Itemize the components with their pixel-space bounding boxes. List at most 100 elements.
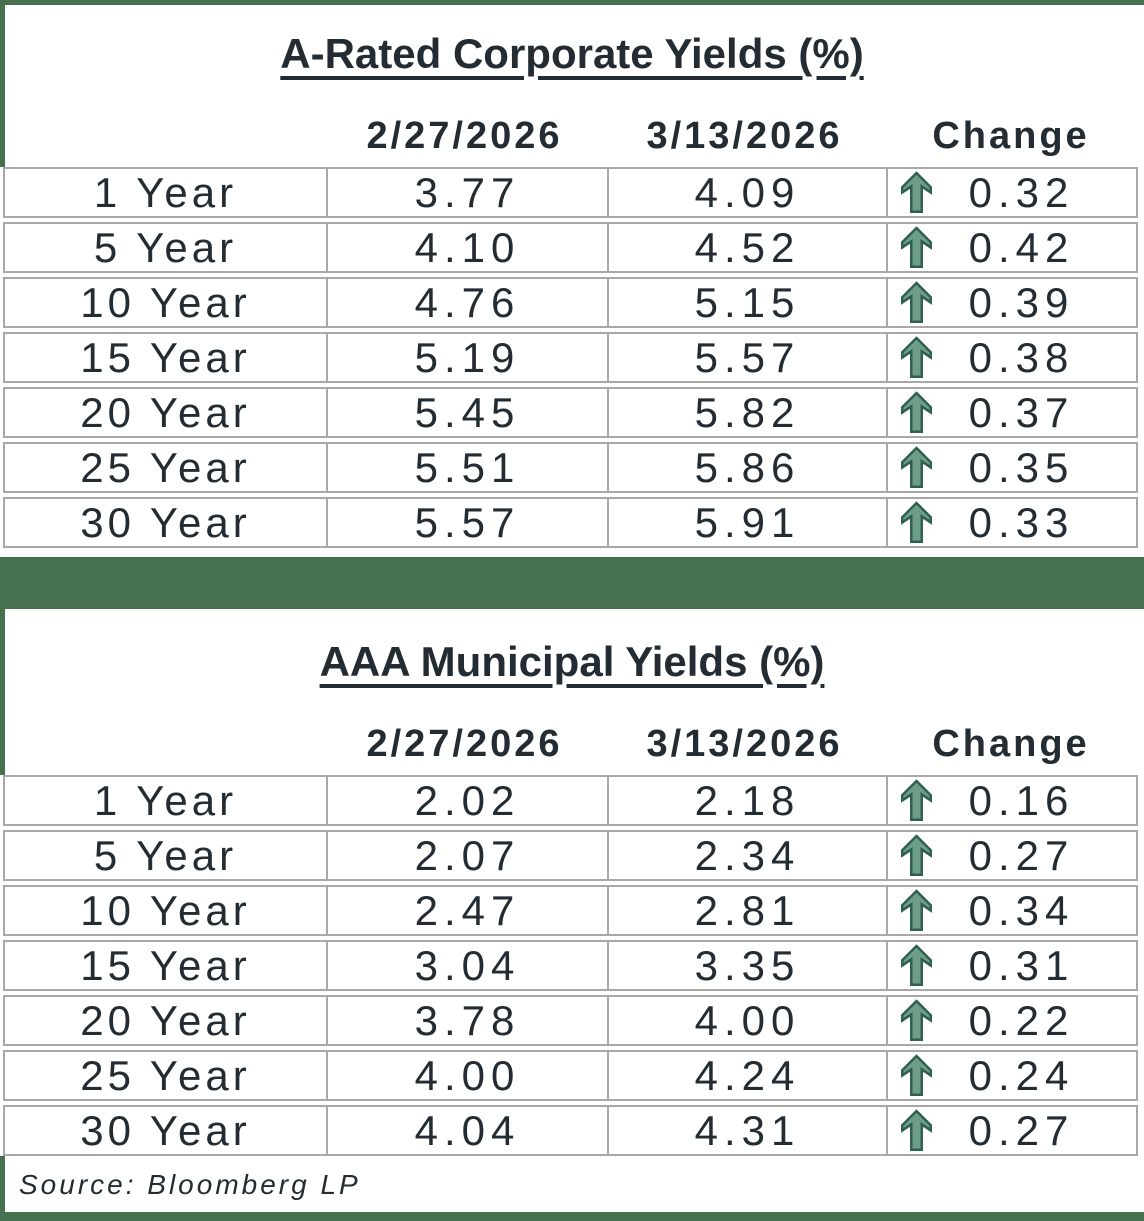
table-row: 30 Year 4.04 4.31 0.27 [3, 1105, 1138, 1156]
up-arrow-icon [900, 779, 933, 822]
maturity-label: 20 Year [80, 997, 251, 1044]
up-arrow-icon [900, 999, 933, 1042]
prev-yield-value: 2.02 [326, 777, 607, 824]
curr-yield-value: 5.15 [607, 279, 886, 326]
change-cell: 0.32 [886, 169, 1136, 216]
maturity-label: 20 Year [80, 389, 251, 436]
up-arrow-icon [900, 1054, 933, 1097]
table-row: 25 Year 4.00 4.24 0.24 [3, 1050, 1138, 1101]
maturity-label: 1 Year [93, 777, 238, 824]
change-value: 0.24 [968, 1052, 1075, 1099]
up-arrow-icon [900, 834, 933, 877]
prev-yield-value: 4.10 [326, 224, 607, 271]
curr-yield-value: 5.91 [607, 499, 886, 546]
change-cell: 0.42 [886, 224, 1136, 271]
maturity-label: 5 Year [93, 224, 238, 271]
curr-yield-value: 5.57 [607, 334, 886, 381]
curr-yield-value: 2.18 [607, 777, 886, 824]
header-date-curr: 3/13/2026 [646, 722, 843, 765]
curr-yield-value: 3.35 [607, 942, 886, 989]
change-value: 0.35 [968, 444, 1075, 491]
curr-yield-value: 4.31 [607, 1107, 886, 1154]
maturity-label: 10 Year [80, 887, 251, 934]
curr-yield-value: 2.81 [607, 887, 886, 934]
change-cell: 0.16 [886, 777, 1136, 824]
maturity-label: 25 Year [80, 444, 251, 491]
header-change: Change [932, 114, 1090, 157]
up-arrow-icon [900, 336, 933, 379]
prev-yield-value: 5.19 [326, 334, 607, 381]
curr-yield-value: 2.34 [607, 832, 886, 879]
green-bottom-bar [0, 1212, 1144, 1221]
green-left-edge-middle [0, 609, 5, 775]
corporate-yields-table: 1 Year 3.77 4.09 0.32 5 Year 4.10 4.52 0… [3, 167, 1138, 552]
maturity-label: 10 Year [80, 279, 251, 326]
green-left-edge-top [0, 0, 5, 167]
change-cell: 0.24 [886, 1052, 1136, 1099]
change-value: 0.22 [968, 997, 1075, 1044]
prev-yield-value: 3.04 [326, 942, 607, 989]
corporate-yields-title: A-Rated Corporate Yields (%) [0, 30, 1144, 78]
maturity-label: 15 Year [80, 942, 251, 989]
change-cell: 0.27 [886, 1107, 1136, 1154]
maturity-label: 25 Year [80, 1052, 251, 1099]
change-cell: 0.33 [886, 499, 1136, 546]
change-value: 0.39 [968, 279, 1075, 326]
table-row: 20 Year 3.78 4.00 0.22 [3, 995, 1138, 1046]
municipal-yields-title-text: AAA Municipal Yields (%) [319, 638, 825, 685]
change-cell: 0.35 [886, 444, 1136, 491]
municipal-yields-table: 1 Year 2.02 2.18 0.16 5 Year 2.07 2.34 0… [3, 775, 1138, 1160]
corporate-yields-title-text: A-Rated Corporate Yields (%) [280, 30, 864, 77]
prev-yield-value: 5.45 [326, 389, 607, 436]
table-row: 15 Year 3.04 3.35 0.31 [3, 940, 1138, 991]
change-cell: 0.39 [886, 279, 1136, 326]
change-cell: 0.38 [886, 334, 1136, 381]
up-arrow-icon [900, 501, 933, 544]
header-date-prev: 2/27/2026 [366, 722, 563, 765]
change-value: 0.33 [968, 499, 1075, 546]
header-date-prev: 2/27/2026 [366, 114, 563, 157]
municipal-yields-title: AAA Municipal Yields (%) [0, 638, 1144, 686]
maturity-label: 1 Year [93, 169, 238, 216]
change-cell: 0.37 [886, 389, 1136, 436]
up-arrow-icon [900, 944, 933, 987]
curr-yield-value: 5.82 [607, 389, 886, 436]
up-arrow-icon [900, 171, 933, 214]
maturity-label: 5 Year [93, 832, 238, 879]
municipal-yields-header-row: 2/27/2026 3/13/2026 Change [3, 716, 1138, 772]
change-value: 0.27 [968, 832, 1075, 879]
header-date-curr: 3/13/2026 [646, 114, 843, 157]
prev-yield-value: 3.77 [326, 169, 607, 216]
up-arrow-icon [900, 446, 933, 489]
change-value: 0.31 [968, 942, 1075, 989]
table-row: 20 Year 5.45 5.82 0.37 [3, 387, 1138, 438]
prev-yield-value: 2.07 [326, 832, 607, 879]
maturity-label: 15 Year [80, 334, 251, 381]
change-cell: 0.22 [886, 997, 1136, 1044]
prev-yield-value: 5.51 [326, 444, 607, 491]
table-row: 5 Year 4.10 4.52 0.42 [3, 222, 1138, 273]
maturity-label: 30 Year [80, 1107, 251, 1154]
up-arrow-icon [900, 391, 933, 434]
change-value: 0.37 [968, 389, 1075, 436]
change-cell: 0.27 [886, 832, 1136, 879]
green-left-edge-bottom [0, 1156, 5, 1221]
green-divider-band [0, 557, 1144, 609]
prev-yield-value: 4.04 [326, 1107, 607, 1154]
change-value: 0.34 [968, 887, 1075, 934]
source-note: Source: Bloomberg LP [19, 1169, 361, 1200]
change-value: 0.32 [968, 169, 1075, 216]
table-row: 15 Year 5.19 5.57 0.38 [3, 332, 1138, 383]
prev-yield-value: 2.47 [326, 887, 607, 934]
change-value: 0.38 [968, 334, 1075, 381]
prev-yield-value: 4.76 [326, 279, 607, 326]
prev-yield-value: 3.78 [326, 997, 607, 1044]
prev-yield-value: 5.57 [326, 499, 607, 546]
curr-yield-value: 4.24 [607, 1052, 886, 1099]
curr-yield-value: 5.86 [607, 444, 886, 491]
table-row: 25 Year 5.51 5.86 0.35 [3, 442, 1138, 493]
table-row: 10 Year 4.76 5.15 0.39 [3, 277, 1138, 328]
table-row: 10 Year 2.47 2.81 0.34 [3, 885, 1138, 936]
curr-yield-value: 4.00 [607, 997, 886, 1044]
